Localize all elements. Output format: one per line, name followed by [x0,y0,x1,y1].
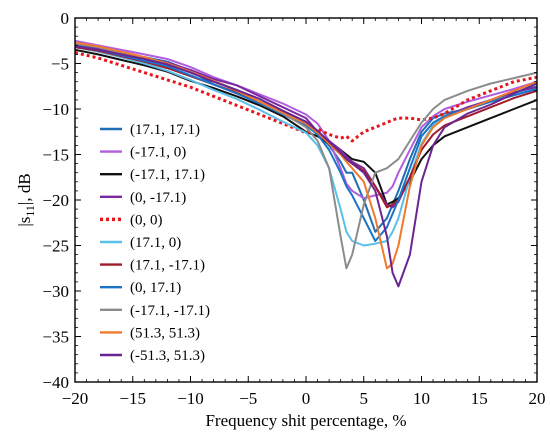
series-layer [74,39,538,288]
legend-label: (0, 0) [130,212,163,228]
x-tick-label: −10 [177,389,204,408]
y-tick-label: −25 [42,237,69,256]
y-tick-label: −15 [42,146,69,165]
series-line [74,44,538,242]
y-tick-label: −10 [42,100,69,119]
y-axis-title-suffix: |, dB [15,173,34,205]
x-tick-label: −15 [119,389,146,408]
y-tick-label: 0 [61,9,70,28]
x-tick-label: 0 [302,389,311,408]
legend-label: (17.1, 0) [130,235,181,251]
y-axis-title-prefix: |s [15,217,34,227]
legend-label: (-17.1, 0) [130,145,186,161]
series-line [74,39,538,200]
y-tick-label: −30 [42,282,69,301]
legend-label: (-17.1, -17.1) [130,303,210,319]
y-axis-title: |s11|, dB [15,173,37,226]
ticks-layer: −20 −15 −10 −5 0 5 10 15 20 0 −5 −10 −15 −20 −25 −30 −35… [42,9,545,408]
legend-label: (0, 17.1) [130,280,181,296]
y-tick-label: −5 [51,55,69,74]
x-tick-label: −5 [239,389,257,408]
x-axis-title: Frequency shit percentage, % [205,411,406,430]
legend-label: (-17.1, 17.1) [130,167,205,183]
series-line [74,46,538,247]
series-line [74,51,538,143]
x-tick-label: −20 [62,389,89,408]
legend-label: (-51.3, 51.3) [130,348,205,364]
y-axis-title-subscript: 11 [23,205,37,217]
legend: (17.1, 17.1) (-17.1, 0) (-17.1, 17.1) (0, -… [100,122,210,364]
x-tick-label: 20 [529,389,546,408]
y-tick-label: −35 [42,328,69,347]
legend-label: (17.1, -17.1) [130,258,205,274]
legend-label: (51.3, 51.3) [130,325,200,341]
series-line [74,45,538,288]
y-tick-label: −20 [42,191,69,210]
x-tick-label: 5 [360,389,369,408]
x-tick-label: 15 [471,389,488,408]
x-tick-label: 10 [413,389,430,408]
legend-label: (0, -17.1) [130,190,186,206]
y-tick-label: −40 [42,373,69,392]
legend-label: (17.1, 17.1) [130,122,200,138]
